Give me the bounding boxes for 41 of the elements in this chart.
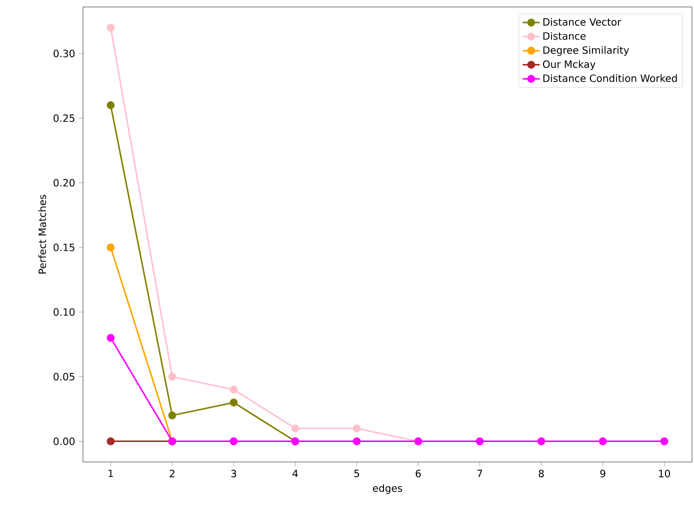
x-tick-label: 5 [354, 470, 360, 478]
y-tick-label: 0.20 [54, 178, 75, 187]
x-tick-label: 4 [292, 470, 298, 478]
y-tick-label: 0.30 [54, 50, 75, 58]
point [352, 437, 361, 446]
point [537, 437, 546, 446]
y-tick-label: 0.00 [54, 438, 75, 446]
point [352, 424, 361, 432]
y-tick-label: 0.10 [54, 308, 75, 316]
point [106, 24, 115, 32]
x-tick-label: 9 [600, 470, 606, 478]
x-tick-label: 3 [231, 470, 236, 478]
point [476, 437, 484, 446]
point [106, 243, 115, 252]
point [230, 437, 238, 446]
legend-label: Distance [543, 32, 586, 40]
x-axis-title: edges [372, 484, 402, 494]
point [106, 101, 115, 110]
x-tick-label: 2 [170, 470, 174, 478]
point [230, 398, 238, 406]
legend-label: Degree Similarity [543, 46, 629, 56]
y-tick-label: 0.15 [54, 244, 74, 252]
legend-label: Our Mckay [542, 60, 596, 70]
point [598, 437, 607, 446]
point [291, 424, 300, 432]
point [168, 412, 176, 420]
y-tick-label: 0.25 [54, 114, 74, 122]
x-tick-label: 10 [659, 470, 670, 478]
x-tick-label: 8 [538, 470, 544, 478]
y-tick-label: 0.05 [54, 372, 74, 380]
point [168, 372, 176, 381]
y-axis-title: Perfect Matches [38, 194, 46, 274]
point [230, 386, 238, 394]
point [106, 334, 115, 342]
legend-label: Distance Condition Worked [543, 74, 677, 82]
x-tick-label: 6 [416, 470, 421, 478]
x-tick-label: 7 [477, 470, 482, 478]
legend-label: Distance Vector [543, 18, 622, 26]
point [106, 437, 115, 446]
point [660, 437, 668, 446]
x-tick-label: 1 [108, 470, 113, 478]
